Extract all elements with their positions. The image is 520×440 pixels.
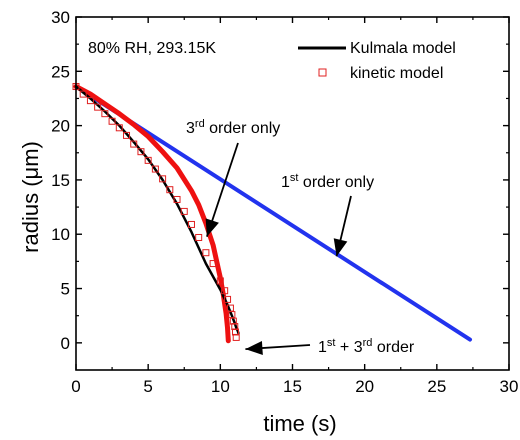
x-axis-title: time (s) xyxy=(263,411,336,436)
annotation-3rd-order-label: 3rd order only xyxy=(186,118,280,137)
annotation-text-part: order only xyxy=(298,174,374,191)
kinetic-marker xyxy=(101,110,109,118)
series-kinetic-markers xyxy=(72,83,240,341)
y-tick-label: 15 xyxy=(51,171,70,190)
x-tick-label: 15 xyxy=(283,377,302,396)
annotation-combined-label: 1st + 3rd order xyxy=(318,337,415,356)
axes: 0 5 10 15 20 25 30 0 5 10 15 20 25 30 xyxy=(51,8,518,396)
annotation-text-part: 1 xyxy=(318,339,327,356)
kinetic-marker xyxy=(180,207,188,215)
y-tick-label: 20 xyxy=(51,117,70,136)
kinetic-marker xyxy=(229,317,237,325)
kinetic-marker xyxy=(221,287,229,295)
x-tick-label: 0 xyxy=(71,377,80,396)
kinetic-marker xyxy=(209,260,217,268)
kinetic-marker xyxy=(226,304,234,312)
kinetic-marker xyxy=(115,124,123,132)
plot-frame xyxy=(75,16,510,371)
kinetic-marker xyxy=(79,90,87,98)
annotation-combined-arrow-head xyxy=(245,341,263,356)
kinetic-marker xyxy=(231,328,239,336)
kinetic-marker xyxy=(224,295,232,303)
kinetic-marker xyxy=(151,165,159,173)
annotation-superscript: rd xyxy=(363,337,373,349)
annotation-superscript: st xyxy=(327,337,336,349)
kinetic-marker xyxy=(108,117,116,125)
x-tick-label: 10 xyxy=(211,377,230,396)
legend-label-kinetic: kinetic model xyxy=(350,65,443,82)
annotation-1st-order-label: 1st order only xyxy=(281,172,374,191)
condition-annotation: 80% RH, 293.15K xyxy=(88,40,216,57)
y-tick-label: 5 xyxy=(61,280,70,299)
kinetic-marker xyxy=(166,186,174,194)
annotation-3rd-order-arrow-head xyxy=(205,218,219,237)
kinetic-marker xyxy=(195,233,203,241)
y-tick-label: 0 xyxy=(61,334,70,353)
y-tick-label: 30 xyxy=(51,8,70,27)
kinetic-marker xyxy=(232,333,240,341)
annotation-superscript: rd xyxy=(195,118,205,130)
x-tick-label: 25 xyxy=(427,377,446,396)
kinetic-marker xyxy=(173,195,181,203)
y-axis-title: radius (μm) xyxy=(18,141,43,253)
kinetic-marker xyxy=(159,175,167,183)
kinetic-marker xyxy=(86,97,94,105)
annotation-text-part: order xyxy=(372,339,414,356)
kinetic-marker xyxy=(187,220,195,228)
kinetic-marker xyxy=(144,156,152,164)
legend-label-kulmala: Kulmala model xyxy=(350,40,456,57)
kinetic-marker xyxy=(228,311,236,319)
y-tick-label: 10 xyxy=(51,225,70,244)
series-kulmala-line xyxy=(74,85,240,335)
kinetic-marker xyxy=(216,277,224,285)
y-tick-label: 25 xyxy=(51,62,70,81)
annotation-1st-order-arrow-head xyxy=(333,238,348,257)
annotation-text-part: 1 xyxy=(281,174,290,191)
legend: Kulmala model kinetic model xyxy=(298,40,456,82)
kinetic-marker xyxy=(202,249,210,257)
legend-marker-kinetic xyxy=(318,68,327,77)
annotation-text-part: 3 xyxy=(186,120,195,137)
series-layer xyxy=(72,83,472,344)
annotation-text-part: + 3 xyxy=(335,339,362,356)
x-tick-label: 20 xyxy=(355,377,374,396)
kinetic-marker xyxy=(130,140,138,148)
kinetic-marker xyxy=(137,148,145,156)
annotation-text-part: order only xyxy=(205,120,281,137)
x-tick-label: 30 xyxy=(500,377,519,396)
kinetic-marker xyxy=(231,323,239,331)
annotation-superscript: st xyxy=(290,172,299,184)
kinetic-marker xyxy=(123,131,131,139)
x-tick-label: 5 xyxy=(143,377,152,396)
kinetic-marker xyxy=(94,103,102,111)
